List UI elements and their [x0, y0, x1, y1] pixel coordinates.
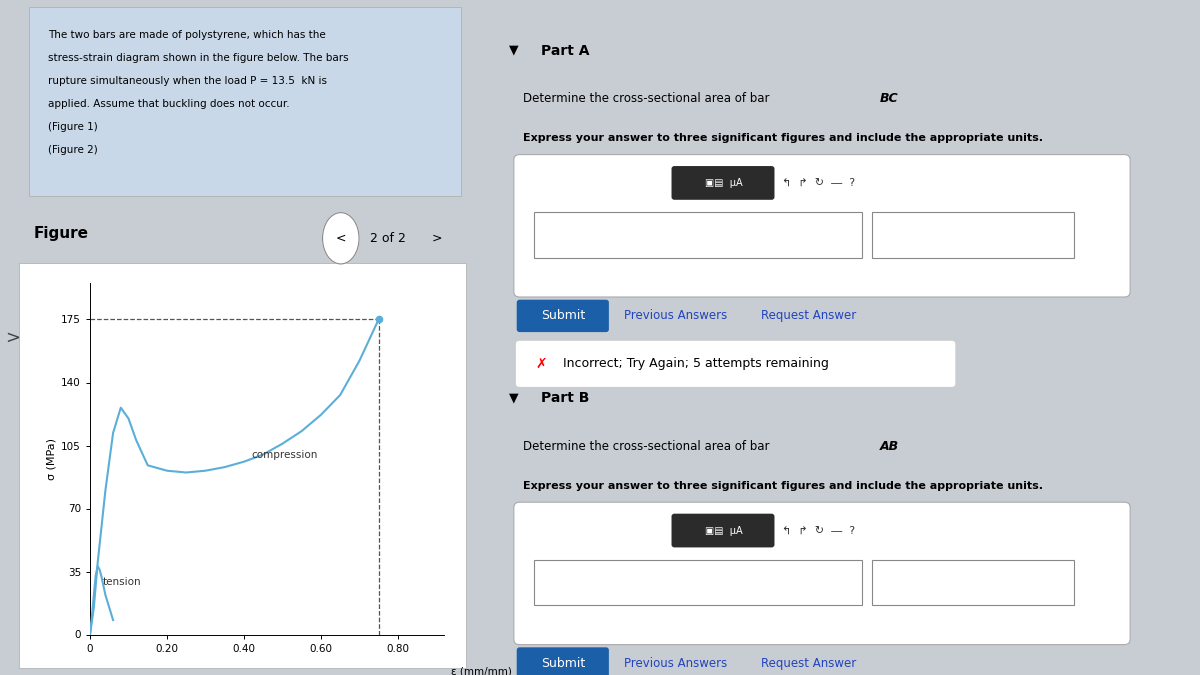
Text: >: > [5, 329, 19, 346]
Text: Submit: Submit [541, 657, 584, 670]
Text: tension: tension [103, 577, 142, 587]
FancyBboxPatch shape [672, 166, 774, 200]
FancyBboxPatch shape [534, 212, 862, 258]
Text: Express your answer to three significant figures and include the appropriate uni: Express your answer to three significant… [523, 133, 1043, 143]
Text: stress-strain diagram shown in the figure below. The bars: stress-strain diagram shown in the figur… [48, 53, 349, 63]
Text: m$^2$: m$^2$ [877, 225, 900, 244]
Text: Previous Answers: Previous Answers [624, 657, 727, 670]
Text: 8.65: 8.65 [628, 573, 665, 591]
FancyBboxPatch shape [872, 560, 1074, 605]
FancyBboxPatch shape [514, 155, 1130, 297]
Text: $A_{BC}$ =: $A_{BC}$ = [536, 227, 575, 242]
Text: (Figure 1): (Figure 1) [48, 122, 97, 132]
Text: Figure: Figure [34, 226, 89, 241]
FancyBboxPatch shape [517, 300, 608, 332]
Text: 2 of 2: 2 of 2 [370, 232, 406, 245]
Text: compression: compression [252, 450, 318, 460]
Text: Request Answer: Request Answer [761, 309, 856, 323]
Text: ▼: ▼ [509, 44, 518, 57]
Text: Previous Answers: Previous Answers [624, 309, 727, 323]
FancyBboxPatch shape [29, 7, 461, 196]
Text: m$^2$: m$^2$ [877, 572, 900, 591]
Text: Request Answer: Request Answer [761, 657, 856, 670]
FancyBboxPatch shape [672, 514, 774, 547]
Circle shape [323, 213, 359, 264]
Text: Determine the cross-sectional area of bar: Determine the cross-sectional area of ba… [523, 92, 774, 105]
Text: The two bars are made of polystyrene, which has the: The two bars are made of polystyrene, wh… [48, 30, 325, 40]
Text: Part A: Part A [541, 44, 589, 58]
Text: ✗: ✗ [535, 357, 547, 371]
Text: ↰  ↱  ↻  ―  ?: ↰ ↱ ↻ ― ? [782, 178, 856, 188]
FancyBboxPatch shape [534, 560, 862, 605]
Text: ▣▤  μA: ▣▤ μA [704, 178, 742, 188]
Text: ↰  ↱  ↻  ―  ?: ↰ ↱ ↻ ― ? [782, 526, 856, 535]
Text: Part B: Part B [541, 392, 589, 406]
Y-axis label: σ (MPa): σ (MPa) [47, 438, 56, 480]
FancyBboxPatch shape [517, 647, 608, 675]
Text: applied. Assume that buckling does not occur.: applied. Assume that buckling does not o… [48, 99, 289, 109]
Text: >: > [432, 232, 442, 245]
Text: $A_{AB}$ =: $A_{AB}$ = [536, 574, 575, 589]
Text: Express your answer to three significant figures and include the appropriate uni: Express your answer to three significant… [523, 481, 1043, 491]
Text: rupture simultaneously when the load P = 13.5  kN is: rupture simultaneously when the load P =… [48, 76, 326, 86]
Text: BC: BC [880, 92, 899, 105]
Text: Determine the cross-sectional area of bar: Determine the cross-sectional area of ba… [523, 440, 774, 453]
Text: (Figure 2): (Figure 2) [48, 145, 97, 155]
Text: <: < [336, 232, 346, 245]
FancyBboxPatch shape [515, 340, 956, 387]
Text: Submit: Submit [541, 309, 584, 323]
Text: Incorrect; Try Again; 5 attempts remaining: Incorrect; Try Again; 5 attempts remaini… [563, 357, 829, 371]
FancyBboxPatch shape [514, 502, 1130, 645]
Text: AB: AB [880, 440, 899, 453]
FancyBboxPatch shape [872, 212, 1074, 258]
Text: ε (mm/mm): ε (mm/mm) [451, 666, 512, 675]
FancyBboxPatch shape [19, 263, 466, 668]
Text: ▼: ▼ [509, 392, 518, 404]
Text: ▣▤  μA: ▣▤ μA [704, 526, 742, 535]
Text: 10.4: 10.4 [628, 225, 665, 243]
